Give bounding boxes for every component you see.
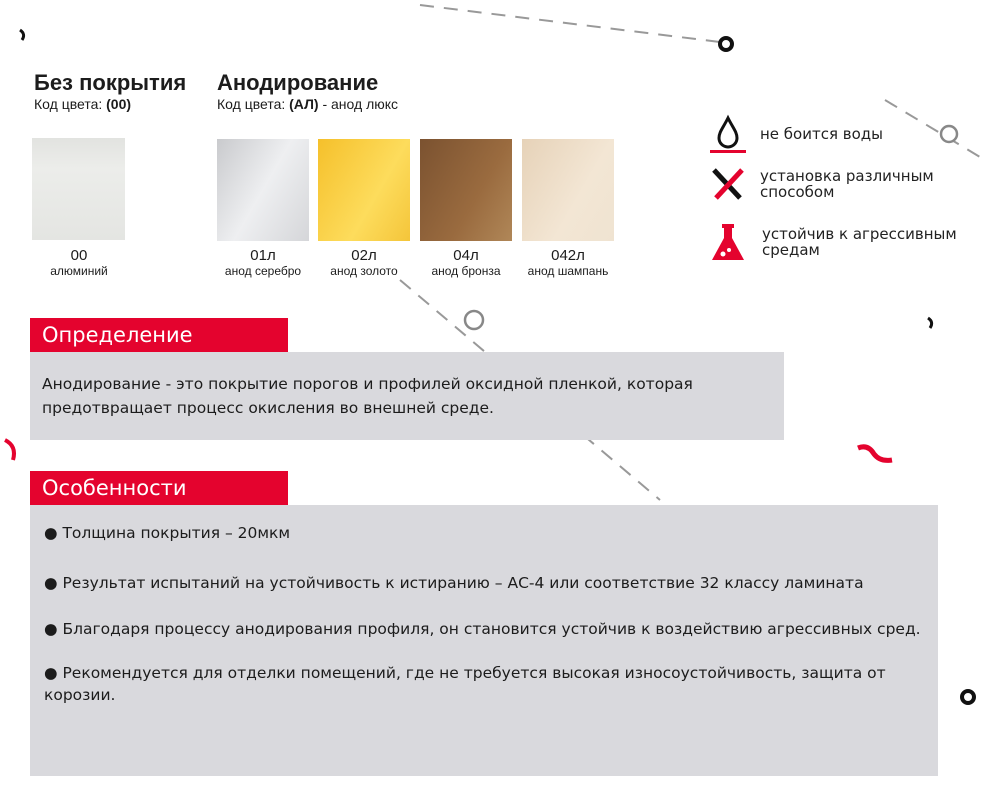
specs-panel: ● Толщина покрытия – 20мкм ● Результат и… [30,505,938,776]
no-coating-section: Без покрытия Код цвета: (00) [34,70,186,112]
swatch-label-042l: 042л анод шампань [527,247,609,278]
spec-item: ● Рекомендуется для отделки помещений, г… [44,664,886,704]
feature-resistant: устойчив к агрессивным средам [706,220,966,264]
swatch-02l [318,139,410,241]
swatch-label-02l: 02л анод золото [330,247,398,278]
no-coating-code: Код цвета: (00) [34,96,132,112]
flask-icon [712,224,744,260]
water-drop-icon [710,114,746,153]
definition-text: Анодирование - это покрытие порогов и пр… [42,375,693,417]
tools-icon [712,168,744,200]
feature-install: установка различным способом [706,164,966,204]
spec-item: ● Благодаря процессу анодирования профил… [44,620,921,638]
anodizing-section: Анодирование Код цвета: (АЛ) - анод люкс [217,70,398,112]
swatch-label-01l: 01л анод серебро [224,247,302,278]
definition-header: Определение [30,318,288,352]
anodizing-title: Анодирование [217,70,379,95]
swatch-label-04l: 04л анод бронза [431,247,501,278]
definition-panel: Анодирование - это покрытие порогов и пр… [30,352,784,440]
swatch-042l [522,139,614,241]
anodizing-code: Код цвета: (АЛ) - анод люкс [217,96,399,112]
swatch-04l [420,139,512,241]
specs-header: Особенности [30,471,288,505]
swatch-01l [217,139,309,241]
feature-water: не боится воды [706,112,883,156]
swatch-label-00: 00 алюминий [50,247,108,278]
spec-item: ● Результат испытаний на устойчивость к … [44,574,864,592]
swatch-00 [32,138,125,240]
spec-item: ● Толщина покрытия – 20мкм [44,524,291,542]
no-coating-title: Без покрытия [34,70,187,95]
